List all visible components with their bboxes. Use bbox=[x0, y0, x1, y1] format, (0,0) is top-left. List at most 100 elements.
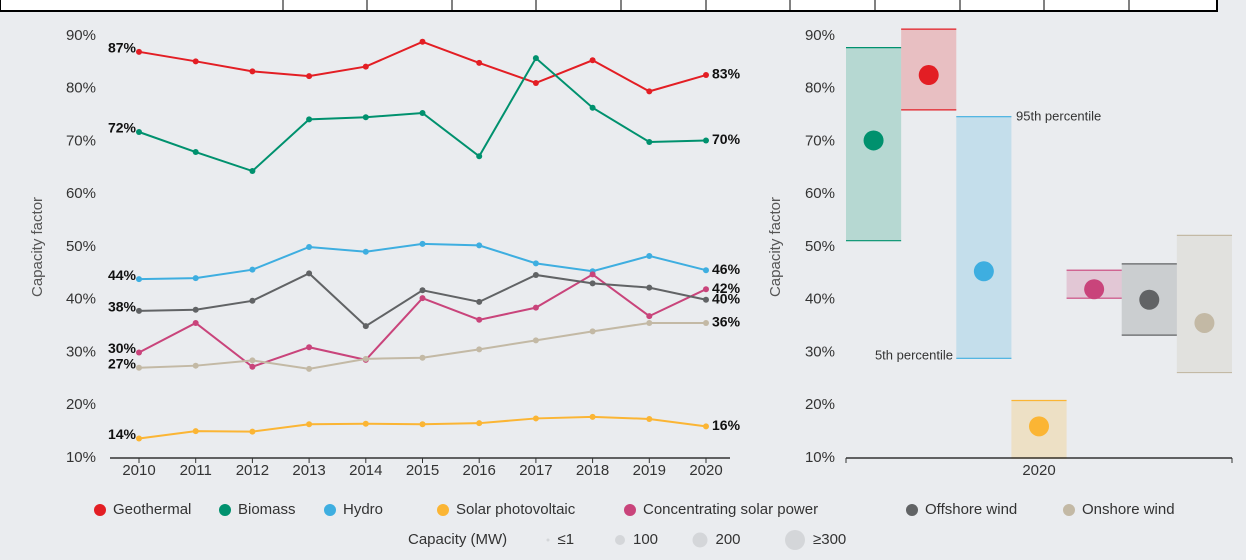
size-label: 200 bbox=[716, 531, 741, 548]
legend-label: Offshore wind bbox=[925, 501, 1017, 518]
point bbox=[136, 276, 142, 283]
point bbox=[646, 139, 653, 146]
point bbox=[589, 271, 596, 278]
x-tick-label: 2010 bbox=[122, 462, 155, 479]
data-label: 46% bbox=[712, 261, 741, 277]
size-swatch bbox=[692, 532, 708, 548]
point bbox=[136, 435, 142, 442]
point bbox=[136, 307, 142, 314]
legend-swatch bbox=[94, 504, 106, 516]
point bbox=[306, 73, 313, 80]
data-label: 70% bbox=[712, 131, 741, 147]
point bbox=[703, 423, 709, 430]
x-tick-label: 2015 bbox=[406, 462, 439, 479]
point bbox=[646, 313, 653, 320]
x-axis-label: 2020 bbox=[1022, 462, 1055, 479]
point bbox=[249, 428, 256, 435]
legend-label: Biomass bbox=[238, 501, 296, 518]
point bbox=[476, 298, 483, 305]
point bbox=[192, 306, 199, 313]
legend-swatch bbox=[437, 504, 449, 516]
point bbox=[532, 415, 539, 422]
point bbox=[419, 110, 426, 117]
y-tick-label: 20% bbox=[805, 396, 835, 413]
point bbox=[476, 242, 483, 249]
point bbox=[532, 55, 539, 62]
point bbox=[192, 428, 199, 435]
point bbox=[362, 114, 369, 121]
point bbox=[136, 364, 142, 371]
point bbox=[589, 57, 596, 64]
y-tick-label: 30% bbox=[66, 343, 96, 360]
y-tick-label: 50% bbox=[66, 238, 96, 255]
legend-swatch bbox=[1063, 504, 1075, 516]
data-label: 16% bbox=[712, 417, 741, 433]
point bbox=[646, 88, 653, 95]
y-tick-label: 80% bbox=[66, 80, 96, 97]
legend-swatch bbox=[906, 504, 918, 516]
data-label: 38% bbox=[108, 299, 137, 315]
y-tick-label: 20% bbox=[66, 396, 96, 413]
data-label: 30% bbox=[108, 340, 137, 356]
point bbox=[249, 357, 256, 364]
legend-title: Capacity (MW) bbox=[408, 531, 507, 548]
y-axis-label: Capacity factor bbox=[767, 197, 784, 297]
point bbox=[362, 323, 369, 330]
point bbox=[646, 252, 653, 259]
annotation: 5th percentile bbox=[875, 347, 953, 362]
point bbox=[192, 319, 199, 326]
point bbox=[973, 261, 994, 282]
point bbox=[192, 149, 199, 156]
point bbox=[646, 319, 653, 326]
point bbox=[532, 271, 539, 278]
point bbox=[362, 420, 369, 427]
x-tick-label: 2014 bbox=[349, 462, 382, 479]
point bbox=[476, 346, 483, 353]
legend-swatch bbox=[324, 504, 336, 516]
point bbox=[419, 421, 426, 428]
point bbox=[249, 266, 256, 273]
point bbox=[1139, 289, 1160, 310]
size-label: ≤1 bbox=[558, 531, 575, 548]
y-axis-label: Capacity factor bbox=[29, 197, 46, 297]
point bbox=[136, 48, 142, 55]
y-tick-label: 30% bbox=[805, 343, 835, 360]
point bbox=[419, 354, 426, 361]
point bbox=[703, 267, 709, 274]
data-label: 72% bbox=[108, 120, 137, 136]
data-label: 14% bbox=[108, 426, 137, 442]
point bbox=[918, 65, 939, 86]
x-tick-label: 2018 bbox=[576, 462, 609, 479]
point bbox=[419, 38, 426, 45]
size-label: ≥300 bbox=[813, 531, 846, 548]
point bbox=[249, 297, 256, 304]
point bbox=[419, 287, 426, 294]
point bbox=[192, 275, 199, 282]
point bbox=[362, 248, 369, 255]
point bbox=[249, 68, 256, 75]
x-tick-label: 2017 bbox=[519, 462, 552, 479]
y-tick-label: 70% bbox=[805, 132, 835, 149]
x-tick-label: 2012 bbox=[236, 462, 269, 479]
point bbox=[306, 270, 313, 277]
point bbox=[306, 116, 313, 123]
point bbox=[476, 153, 483, 160]
point bbox=[192, 58, 199, 65]
legend-label: Hydro bbox=[343, 501, 383, 518]
y-tick-label: 70% bbox=[66, 132, 96, 149]
point bbox=[476, 316, 483, 323]
legend-label: Geothermal bbox=[113, 501, 191, 518]
point bbox=[1029, 416, 1049, 437]
table-cells bbox=[282, 0, 1130, 11]
range-bar bbox=[1176, 235, 1232, 373]
x-tick-label: 2016 bbox=[463, 462, 496, 479]
data-label: 40% bbox=[712, 290, 741, 306]
legend-swatch bbox=[219, 504, 231, 516]
point bbox=[306, 344, 313, 351]
y-tick-label: 40% bbox=[805, 291, 835, 308]
y-tick-label: 90% bbox=[66, 27, 96, 44]
point bbox=[589, 280, 596, 287]
legend-swatch bbox=[624, 504, 636, 516]
